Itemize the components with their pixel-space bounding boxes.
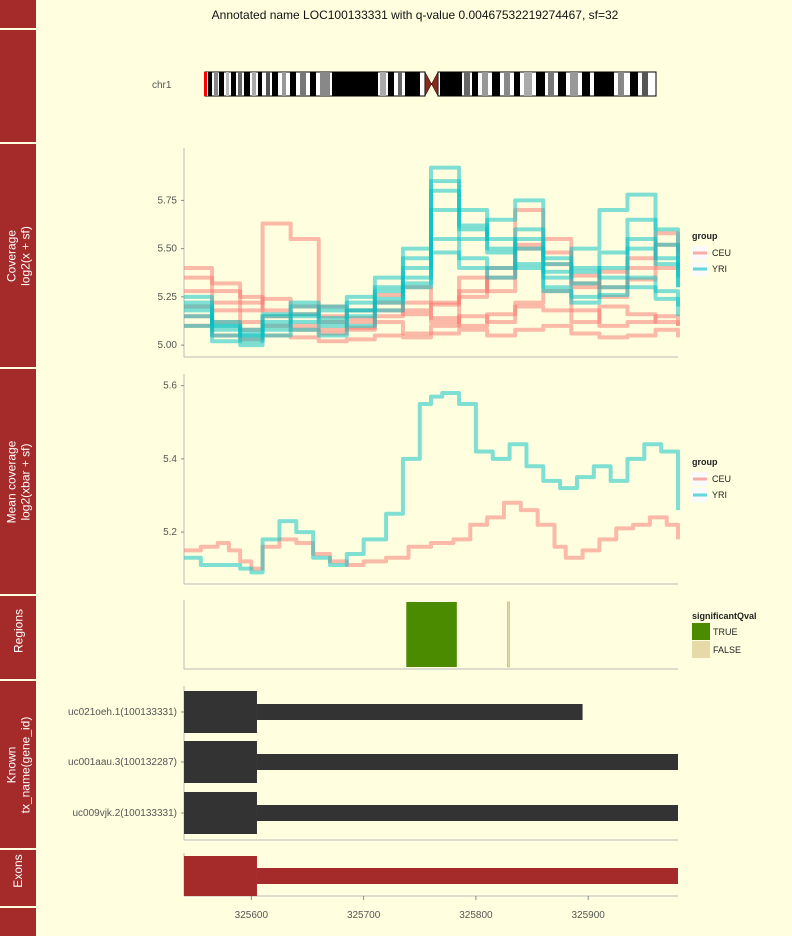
ideogram-band [618, 72, 624, 96]
ideogram-band [310, 72, 316, 96]
ideogram-band [464, 72, 470, 96]
region-rect-true [406, 602, 457, 667]
coverage-y-tick-label: 5.75 [158, 195, 178, 206]
regions-legend-label: TRUE [713, 627, 738, 637]
transcript-exon-block [184, 741, 257, 783]
mean-coverage-y-tick-label: 5.6 [163, 381, 177, 392]
strip-label: Coverage log2(x + sf) [4, 225, 32, 286]
mean-coverage-legend-label: YRI [712, 490, 727, 500]
ideogram-band [208, 72, 212, 96]
ideogram-band [300, 72, 306, 96]
x-tick-label: 325800 [459, 910, 493, 921]
ideogram-band [380, 72, 386, 96]
mean-coverage-y-tick-label: 5.4 [163, 454, 177, 465]
ideogram-band [320, 72, 330, 96]
coverage-y-tick-label: 5.50 [158, 244, 178, 255]
ideogram-band [440, 72, 462, 96]
strip-label: Exons [11, 854, 25, 888]
ideogram-band [482, 72, 488, 96]
transcript-label: uc001aau.3(100132287) [68, 757, 177, 768]
ideogram-band [504, 72, 510, 96]
ideogram-band [642, 72, 648, 96]
transcript-intron-bar [256, 805, 678, 821]
strip-3: Coverage log2(x + sf) [0, 144, 36, 367]
ideogram-band [524, 72, 532, 96]
x-tick-label: 325900 [571, 910, 605, 921]
strip-2 [0, 30, 36, 142]
ideogram-band [266, 72, 270, 96]
mean-coverage-y-tick-label: 5.2 [163, 527, 177, 538]
mean-coverage-legend-title: group [692, 457, 718, 467]
ideogram-band [244, 72, 250, 96]
strip-label: Known tx_name(gene_id) [4, 716, 32, 813]
ideogram-band [492, 72, 500, 96]
strip-1 [0, 0, 36, 28]
transcript-label: uc021oeh.1(100133331) [68, 707, 177, 718]
regions-legend-label: FALSE [713, 645, 741, 655]
coverage-y-tick-label: 5.25 [158, 292, 178, 303]
strip-6: Known tx_name(gene_id) [0, 681, 36, 848]
regions-legend-title: significantQval [692, 611, 757, 621]
ideogram-band [272, 72, 278, 96]
ideogram-band [536, 72, 545, 96]
ideogram-band [514, 72, 520, 96]
regions-legend-key-true [692, 623, 710, 640]
ideogram-band [290, 72, 296, 96]
ideogram [204, 71, 657, 97]
ideogram-band [594, 72, 614, 96]
x-tick-label: 325600 [235, 910, 269, 921]
mean-coverage-series-line-ceu [184, 500, 680, 571]
transcript-intron-bar [256, 704, 583, 720]
ideogram-band [226, 72, 229, 96]
coverage-series-line-yri [184, 179, 680, 332]
ideogram-band [548, 72, 554, 96]
x-tick-label: 325700 [347, 910, 381, 921]
ideogram-band [570, 72, 578, 96]
ideogram-band [258, 72, 262, 96]
transcript-exon-block [184, 691, 257, 733]
ideogram-band [219, 72, 224, 96]
ideogram-band [282, 72, 286, 96]
strip-8 [0, 908, 36, 936]
strip-label: Regions [11, 608, 25, 653]
ideogram-band [472, 72, 478, 96]
strip-7: Exons [0, 850, 36, 906]
transcript-exon-block [184, 792, 257, 834]
strip-5: Regions [0, 596, 36, 679]
ideogram-band [252, 72, 256, 96]
ideogram-band [405, 72, 420, 96]
ideogram-band [238, 72, 242, 96]
chromosome-label: chr1 [152, 80, 172, 91]
ideogram-band [231, 72, 236, 96]
regions-legend-key-false [692, 641, 710, 658]
strip-4: Mean coverage log2(xbar + sf) [0, 369, 36, 594]
coverage-legend-label: YRI [712, 264, 727, 274]
transcript-intron-bar [256, 754, 678, 770]
ideogram-band [388, 72, 394, 96]
ideogram-band [582, 72, 590, 96]
region-rect-false [507, 601, 510, 668]
ideogram-band [558, 72, 566, 96]
ideogram-position-marker [204, 72, 207, 96]
ideogram-band [398, 72, 402, 96]
plot-title: Annotated name LOC100133331 with q-value… [211, 8, 619, 22]
ideogram-band [214, 72, 218, 96]
strip-label: Mean coverage log2(xbar + sf) [4, 440, 32, 523]
mean-coverage-legend-label: CEU [712, 474, 731, 484]
coverage-y-tick-label: 5.00 [158, 340, 178, 351]
coverage-legend-label: CEU [712, 248, 731, 258]
intron-bar [256, 868, 678, 884]
transcript-label: uc009vjk.2(100133331) [72, 808, 177, 819]
ideogram-band [332, 72, 378, 96]
coverage-legend-title: group [692, 231, 718, 241]
mean-coverage-series-line-yri [184, 390, 680, 575]
ideogram-band [630, 72, 638, 96]
exon-block [184, 856, 257, 896]
centromere [424, 71, 439, 97]
